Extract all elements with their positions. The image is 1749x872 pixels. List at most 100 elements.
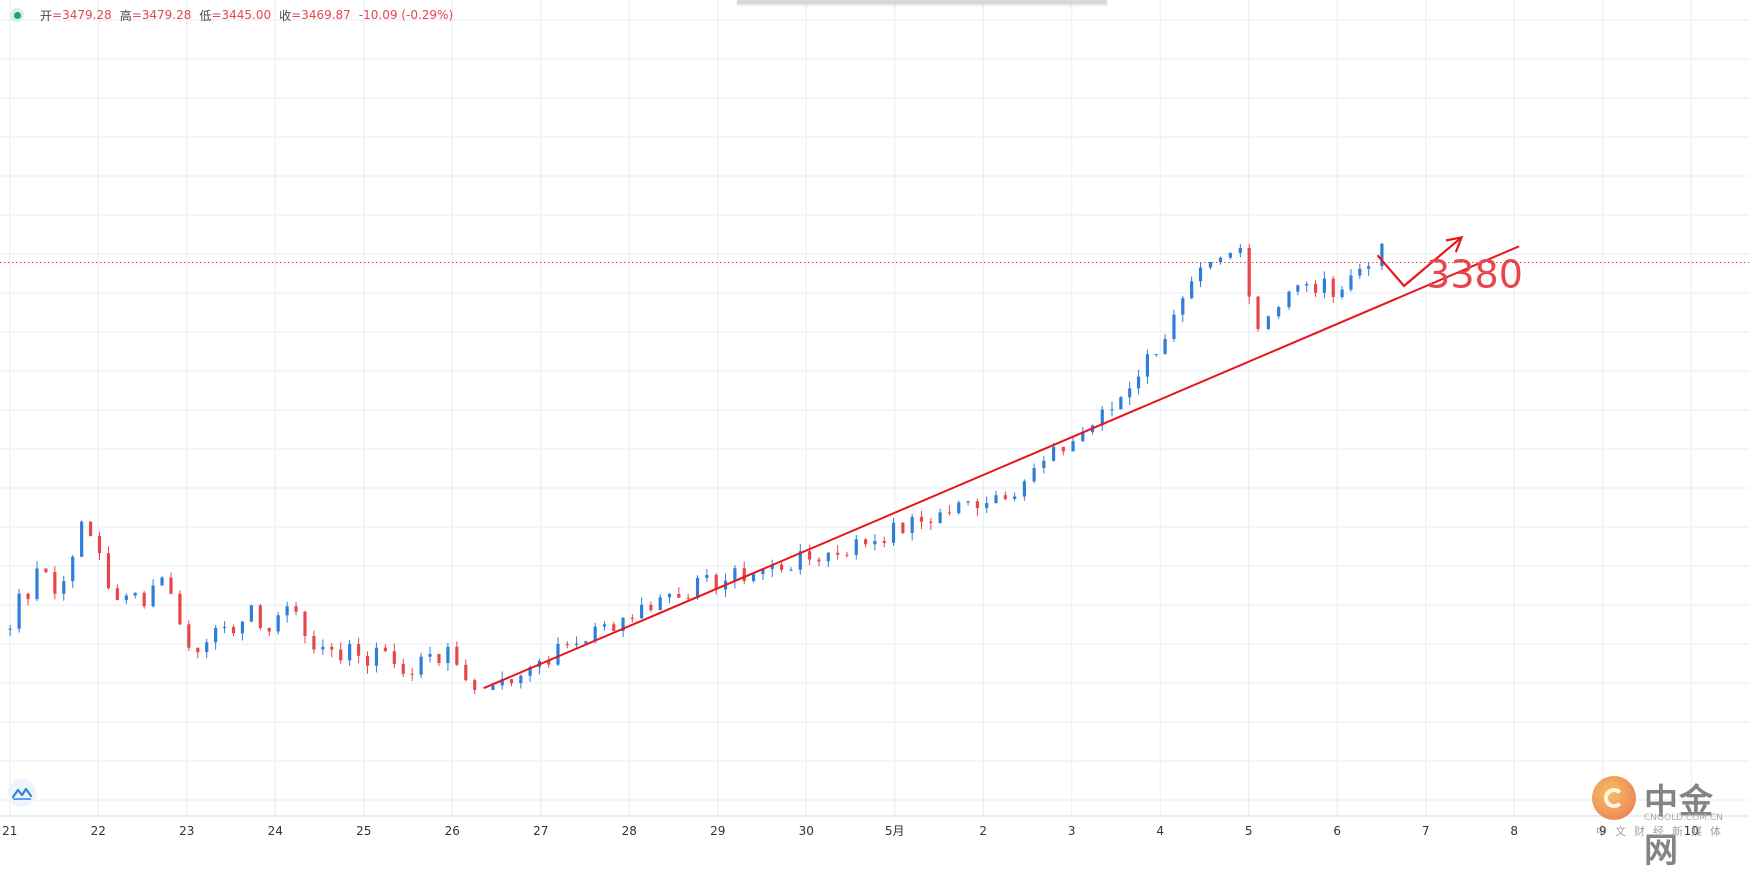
candle-body <box>602 624 607 627</box>
candle-body <box>169 577 173 594</box>
candle <box>410 667 414 682</box>
candle <box>574 636 579 650</box>
candle <box>17 588 21 633</box>
candle-body <box>1331 278 1335 298</box>
series-visibility-icon[interactable] <box>10 8 24 22</box>
open-value: =3479.28 <box>52 8 112 22</box>
candle-body <box>1198 267 1203 282</box>
candle-body <box>294 606 298 612</box>
candle-body <box>303 611 307 636</box>
candle <box>695 575 700 600</box>
watermark-slogan: 中文财经新媒体 <box>1596 825 1729 838</box>
candle <box>106 546 111 590</box>
candle-body <box>714 574 718 590</box>
candle-body <box>1022 481 1026 497</box>
candle-body <box>975 501 979 509</box>
candle <box>473 678 477 695</box>
candle <box>142 590 146 609</box>
candle <box>1287 290 1291 310</box>
candle-body <box>547 660 551 665</box>
annotation-label-3380: 3380 <box>1426 253 1523 297</box>
candle-body <box>500 679 504 686</box>
close-value: =3469.87 <box>291 8 351 22</box>
candle-body <box>1154 354 1158 356</box>
candle <box>1277 305 1281 319</box>
high-label: 高 <box>119 8 132 23</box>
candle <box>71 554 75 588</box>
candle-body <box>1100 409 1104 426</box>
candle <box>258 603 262 631</box>
candle <box>751 573 756 583</box>
candle-body <box>1277 307 1281 317</box>
candle-body <box>649 604 653 611</box>
candle-body <box>751 574 756 582</box>
candle-body <box>115 588 119 600</box>
candle-body <box>677 593 681 598</box>
candle-body <box>593 626 597 642</box>
candle <box>1358 263 1362 279</box>
candle-body <box>966 501 970 503</box>
candle <box>640 597 644 620</box>
x-tick-label: 9 <box>1599 824 1607 838</box>
candle-body <box>62 581 66 594</box>
candle <box>901 522 905 535</box>
candle-body <box>1266 316 1270 329</box>
top-drag-handle[interactable] <box>737 0 1107 4</box>
candle <box>133 592 137 599</box>
candle <box>339 642 343 664</box>
candle-body <box>1181 298 1185 315</box>
candle <box>267 627 271 637</box>
candle <box>88 521 93 537</box>
candle-body <box>528 667 532 676</box>
x-tick-label: 27 <box>533 824 548 838</box>
candle <box>80 520 84 558</box>
candle <box>929 518 933 530</box>
candle-body <box>437 654 441 663</box>
forecast-arrowhead <box>1445 235 1464 253</box>
candle-body <box>891 522 896 543</box>
candle <box>187 620 191 652</box>
candle <box>686 593 690 601</box>
candle <box>1042 456 1046 474</box>
candle-body <box>35 568 39 600</box>
chart-logo-button[interactable] <box>8 779 36 807</box>
x-tick-label: 2 <box>979 824 987 838</box>
candle <box>1198 262 1203 288</box>
high-value: =3479.28 <box>131 8 192 22</box>
candle-body <box>826 552 830 562</box>
candle <box>1305 281 1309 292</box>
candle-body <box>240 621 245 634</box>
x-tick-label: 5月 <box>885 824 905 838</box>
candle-body <box>1228 252 1232 258</box>
candle <box>97 531 102 560</box>
candle-body <box>1218 257 1223 263</box>
candle <box>231 624 236 637</box>
x-tick-label: 24 <box>268 824 283 838</box>
candle <box>1136 369 1141 395</box>
candle-body <box>285 606 289 616</box>
candle-body <box>509 679 514 684</box>
candle-body <box>686 597 690 599</box>
candle-body <box>356 644 361 656</box>
candle-body <box>348 644 352 661</box>
candle-body <box>901 522 905 534</box>
candle-body <box>428 654 432 657</box>
x-tick-label: 30 <box>799 824 814 838</box>
candle-body <box>919 516 924 522</box>
candle <box>621 617 625 637</box>
x-tick-label: 25 <box>356 824 371 838</box>
support-trend-line <box>483 245 1520 690</box>
candle-body <box>17 593 21 629</box>
candle-body <box>374 647 379 666</box>
candle <box>196 647 200 659</box>
candle-body <box>124 595 128 600</box>
candle <box>826 551 830 568</box>
candle-body <box>1013 496 1017 499</box>
candle <box>1247 243 1251 305</box>
candle <box>1154 353 1158 357</box>
candle <box>294 602 298 616</box>
watermark-seal-icon <box>1592 776 1636 820</box>
candle <box>1266 315 1270 331</box>
candle-body <box>53 572 57 594</box>
candle <box>602 621 607 631</box>
